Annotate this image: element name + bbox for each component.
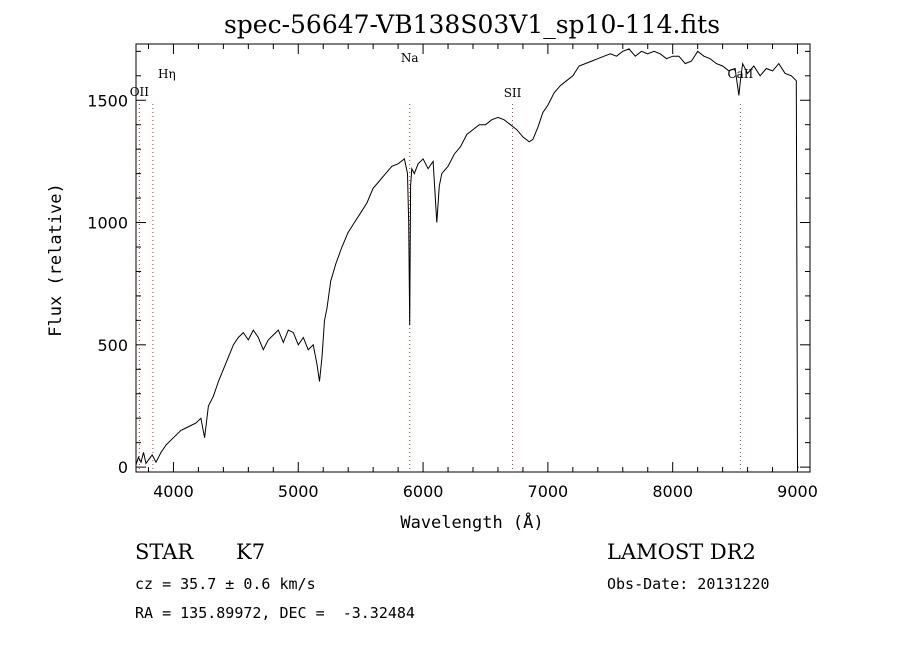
spectral-line-label: OII	[130, 85, 150, 99]
x-tick-label: 5000	[278, 482, 319, 501]
x-tick-label: 6000	[403, 482, 444, 501]
y-tick-label: 0	[118, 458, 128, 477]
spectral-line-label: Na	[401, 51, 419, 65]
observation-date: Obs-Date: 20131220	[607, 575, 770, 593]
x-axis-label: Wavelength (Å)	[400, 511, 543, 533]
y-tick-label: 500	[97, 336, 128, 355]
x-tick-label: 7000	[528, 482, 569, 501]
y-tick-label: 1000	[87, 214, 128, 233]
spectral-line-label: SII	[504, 86, 522, 100]
x-tick-label: 4000	[153, 482, 194, 501]
spectral-line-label: Hη	[158, 67, 176, 81]
y-axis-label: Flux (relative)	[46, 183, 66, 337]
y-tick-label: 1500	[87, 91, 128, 110]
x-tick-label: 8000	[652, 482, 693, 501]
x-tick-label: 9000	[777, 482, 818, 501]
plot-frame	[135, 43, 811, 473]
object-subclass: K7	[236, 540, 266, 564]
chart-title: spec-56647-VB138S03V1_sp10-114.fits	[224, 10, 720, 39]
coordinates-readout: RA = 135.89972, DEC = -3.32484	[135, 604, 415, 622]
object-class: STAR	[135, 540, 194, 564]
plot-area: 4000 5000 6000 7000 8000 9000 0 500 1000 1500 OII H…	[87, 43, 818, 501]
spectrum-line	[135, 48, 799, 468]
spectral-line-label: CaII	[727, 67, 753, 81]
survey-name: LAMOST DR2	[607, 540, 756, 564]
redshift-readout: cz = 35.7 ± 0.6 km/s	[135, 575, 316, 593]
